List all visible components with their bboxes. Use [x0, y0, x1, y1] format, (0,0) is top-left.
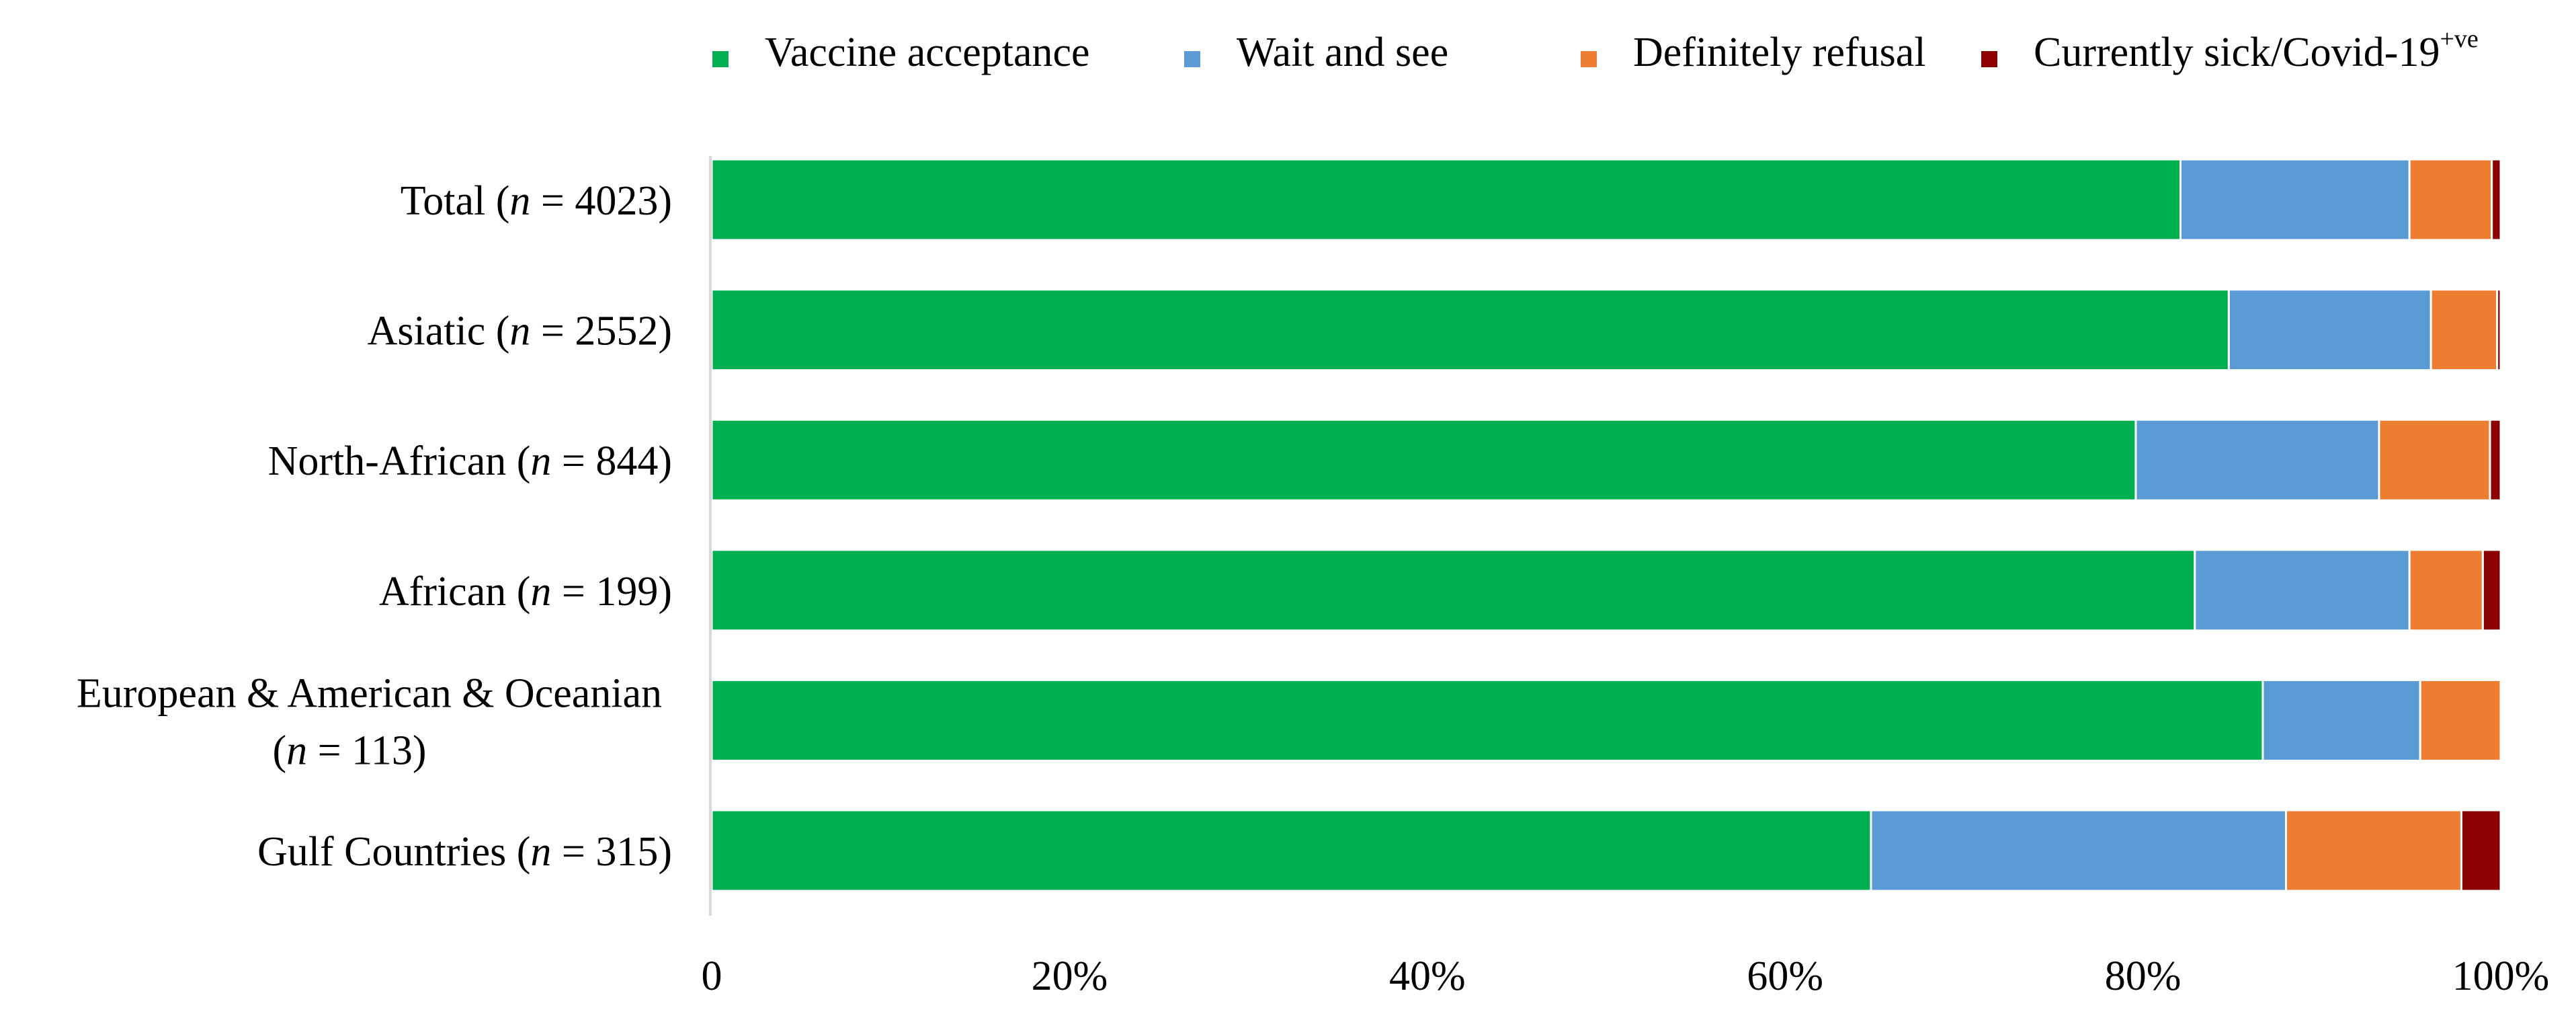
bar-segment-currently-sick-covid-19-row-3: [2489, 418, 2502, 502]
bar-segment-wait-and-see-row-5: [2261, 678, 2421, 762]
legend-label: Currently sick/Covid-19+ve: [2034, 25, 2479, 75]
bar-segment-wait-and-see-row-3: [2134, 418, 2380, 502]
bar-segment-definitely-refusal-row-3: [2378, 418, 2491, 502]
bar-segment-currently-sick-covid-19-row-4: [2481, 549, 2502, 632]
bar-segment-definitely-refusal-row-2: [2429, 288, 2499, 372]
category-label: European & American & Oceanian: [77, 670, 662, 716]
legend-label: Definitely refusal: [1633, 30, 1926, 75]
bar-segment-currently-sick-covid-19-row-1: [2491, 158, 2502, 241]
category-labels: Total (n = 4023) Asiatic (n = 2552) North-…: [77, 178, 672, 875]
category-label: African (n = 199): [379, 569, 672, 615]
bar-segment-vaccine-acceptance-row-6: [710, 809, 1872, 892]
legend-swatch: [1981, 51, 1997, 67]
category-label: North-African (n = 844): [268, 438, 672, 484]
bar-segment-vaccine-acceptance-row-2: [710, 288, 2230, 372]
bar-segment-vaccine-acceptance-row-3: [710, 418, 2137, 502]
bar-segment-wait-and-see-row-4: [2194, 549, 2411, 632]
category-label: Asiatic (n = 2552): [368, 309, 672, 354]
x-tick-label: 20%: [1032, 953, 1108, 999]
bar-segment-definitely-refusal-row-6: [2285, 809, 2462, 892]
category-label-line2: (n = 113): [273, 728, 427, 773]
bar-segment-vaccine-acceptance-row-5: [710, 678, 2264, 762]
x-tick-label: 0: [702, 953, 722, 999]
x-tick-label: 80%: [2105, 953, 2182, 999]
legend-label: Vaccine acceptance: [765, 30, 1090, 75]
legend-swatch: [1581, 51, 1597, 67]
bar-segment-currently-sick-covid-19-row-6: [2460, 809, 2502, 892]
x-axis-tick-labels: 0 20% 40% 60% 80% 100%: [702, 953, 2550, 999]
bar-segment-vaccine-acceptance-row-4: [710, 549, 2196, 632]
bar-segment-definitely-refusal-row-1: [2408, 158, 2493, 241]
legend-label: Wait and see: [1237, 30, 1448, 75]
bar-segment-definitely-refusal-row-5: [2419, 678, 2502, 762]
bar-segment-wait-and-see-row-2: [2227, 288, 2432, 372]
legend: Vaccine acceptance Wait and see Definitely…: [712, 25, 2479, 75]
legend-swatch: [1184, 51, 1200, 67]
bar-segment-vaccine-acceptance-row-1: [710, 158, 2182, 241]
category-label: Gulf Countries (n = 315): [257, 829, 672, 875]
bar-segment-currently-sick-covid-19-row-2: [2496, 288, 2502, 372]
plot-area: [710, 158, 2502, 892]
x-tick-label: 60%: [1747, 953, 1823, 999]
x-tick-label: 100%: [2452, 953, 2550, 999]
x-tick-label: 40%: [1389, 953, 1466, 999]
legend-swatch: [712, 51, 729, 67]
bar-segment-definitely-refusal-row-4: [2408, 549, 2484, 632]
bar-segment-wait-and-see-row-6: [1870, 809, 2288, 892]
bar-segment-wait-and-see-row-1: [2179, 158, 2411, 241]
category-label: Total (n = 4023): [401, 178, 672, 224]
